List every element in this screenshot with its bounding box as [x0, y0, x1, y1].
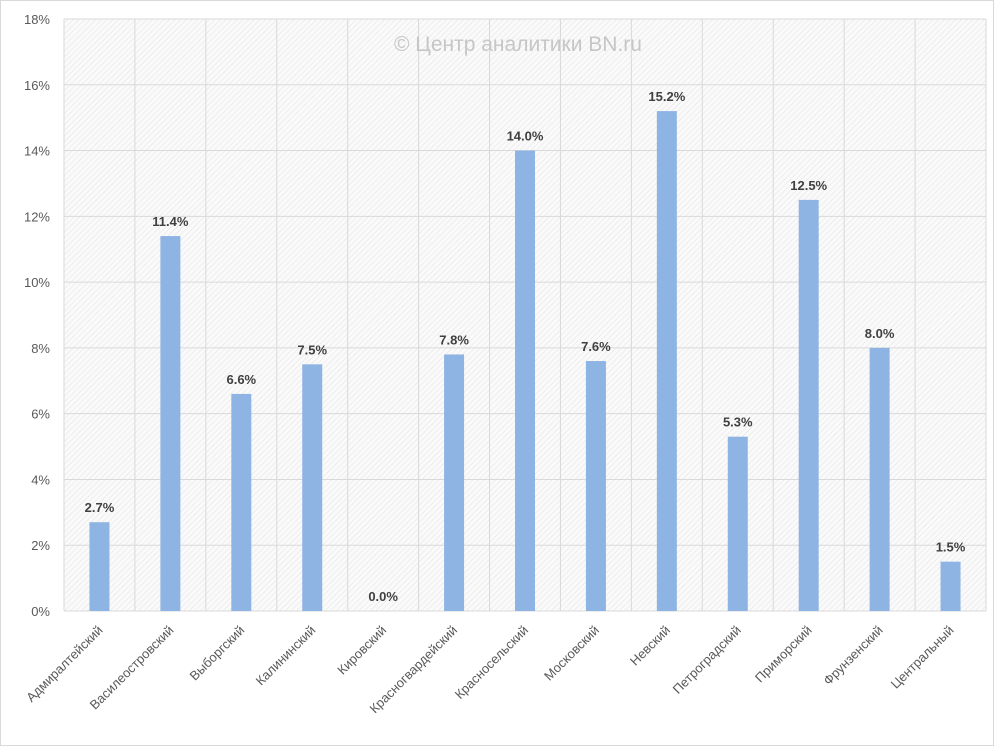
- x-tick-label: Невский: [627, 623, 673, 669]
- data-label: 7.8%: [439, 332, 469, 347]
- data-label: 7.6%: [581, 339, 611, 354]
- watermark: © Центр аналитики BN.ru: [394, 33, 642, 56]
- x-tick-label: Петроградский: [670, 623, 744, 697]
- y-tick-label: 14%: [24, 144, 50, 159]
- data-label: 12.5%: [790, 178, 827, 193]
- bar: [515, 150, 535, 612]
- y-tick-label: 16%: [24, 78, 50, 93]
- x-tick-label: Калининский: [253, 623, 319, 689]
- bar: [940, 561, 961, 611]
- bar: [869, 347, 890, 611]
- y-tick-label: 6%: [31, 407, 50, 422]
- x-tick-label: Выборгский: [187, 623, 248, 684]
- x-tick-label: Адмиралтейский: [23, 623, 105, 705]
- bar: [160, 236, 181, 612]
- y-tick-label: 12%: [24, 209, 50, 224]
- x-tick-label: Московский: [541, 623, 602, 684]
- x-tick-label: Приморский: [752, 623, 815, 686]
- bar: [798, 199, 819, 611]
- data-label: 11.4%: [152, 214, 189, 229]
- bar: [231, 393, 252, 611]
- data-label: 5.3%: [723, 415, 753, 430]
- bar: [727, 436, 748, 611]
- data-label: 15.2%: [648, 89, 685, 104]
- y-tick-label: 10%: [24, 275, 50, 290]
- data-label: 14.0%: [507, 129, 544, 144]
- bar: [302, 364, 323, 611]
- bar: [89, 522, 110, 611]
- data-label: 1.5%: [936, 540, 966, 555]
- y-tick-label: 0%: [31, 604, 50, 619]
- bar: [585, 361, 606, 611]
- y-tick-label: 2%: [31, 538, 50, 553]
- data-label: 6.6%: [226, 372, 256, 387]
- y-tick-label: 8%: [31, 341, 50, 356]
- x-tick-label: Фрунзенский: [820, 623, 885, 688]
- data-label: 0.0%: [368, 589, 398, 604]
- data-label: 8.0%: [865, 326, 895, 341]
- x-tick-label: Красносельский: [452, 623, 531, 702]
- y-tick-label: 18%: [24, 12, 50, 27]
- x-tick-label: Центральный: [888, 623, 957, 692]
- bar: [444, 354, 465, 611]
- bar: [656, 111, 677, 611]
- data-label: 7.5%: [297, 342, 327, 357]
- y-tick-label: 4%: [31, 472, 50, 487]
- data-label: 2.7%: [85, 500, 115, 515]
- x-tick-label: Кировский: [334, 623, 389, 678]
